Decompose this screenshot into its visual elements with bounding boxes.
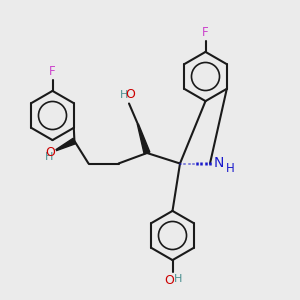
Text: H: H xyxy=(226,161,234,175)
Text: O: O xyxy=(126,88,135,100)
Text: F: F xyxy=(202,26,209,39)
Polygon shape xyxy=(56,138,76,151)
Text: H: H xyxy=(45,152,53,163)
Text: O: O xyxy=(164,274,174,287)
Text: N: N xyxy=(214,156,224,170)
Text: O: O xyxy=(45,146,55,160)
Text: H: H xyxy=(174,274,182,284)
Polygon shape xyxy=(137,124,150,154)
Text: F: F xyxy=(49,65,56,78)
Text: H: H xyxy=(119,91,128,100)
